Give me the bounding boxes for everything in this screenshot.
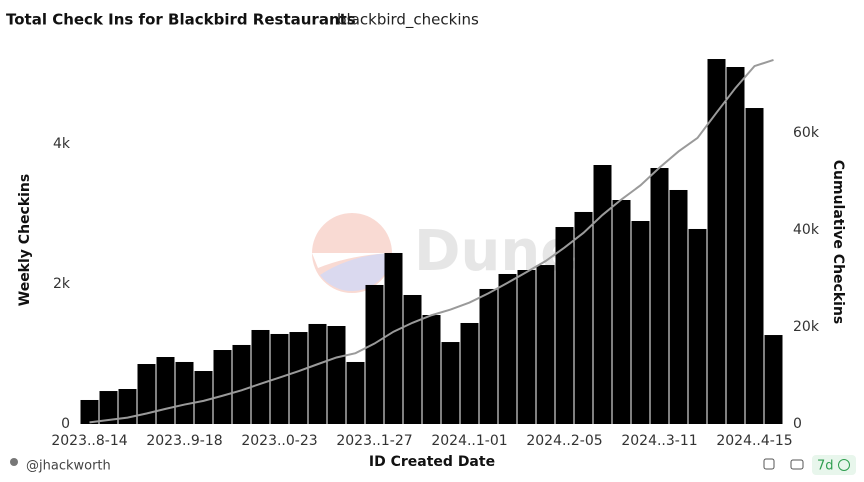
- bar: [517, 270, 536, 424]
- y2-tick-label: 60k: [793, 125, 820, 141]
- logo-bottom: [320, 253, 392, 292]
- bar: [118, 389, 137, 424]
- bar: [270, 333, 289, 424]
- cumulative-line: [89, 58, 774, 424]
- bar: [99, 391, 118, 424]
- bar: [479, 288, 498, 424]
- bar: [384, 252, 403, 424]
- bar: [707, 59, 726, 425]
- refresh-icon: [838, 459, 850, 471]
- bar: [745, 108, 764, 425]
- bar: [764, 335, 783, 424]
- camera-icon[interactable]: [790, 459, 804, 470]
- bar: [327, 326, 346, 424]
- bar: [536, 265, 555, 424]
- bar: [498, 273, 517, 424]
- footer: @jhackworth 7d: [10, 455, 856, 475]
- bar: [460, 322, 479, 424]
- bar: [669, 189, 688, 424]
- y2-tick-label: 40k: [793, 222, 820, 238]
- x-tick-label: 2024..3-11: [621, 433, 697, 449]
- bar: [403, 294, 422, 424]
- y-axis-label: Weekly Checkins: [17, 174, 33, 307]
- bar: [232, 344, 251, 424]
- bar: [137, 364, 156, 424]
- author: @jhackworth: [26, 459, 111, 474]
- x-tick-label: 2024..2-05: [526, 433, 602, 449]
- bar: [422, 315, 441, 424]
- x-axis-label: ID Created Date: [369, 454, 495, 470]
- author-icon: [10, 458, 18, 466]
- chart-title: Total Check Ins for Blackbird Restaurant…: [6, 11, 356, 29]
- bar: [574, 211, 593, 424]
- x-tick-label: 2024..1-01: [431, 433, 507, 449]
- bar: [688, 228, 707, 424]
- bar: [346, 361, 365, 424]
- x-tick-label: 2023..9-18: [146, 433, 222, 449]
- bar: [631, 221, 650, 424]
- refresh-label: 7d: [817, 459, 834, 474]
- x-tick-label: 2023..0-23: [241, 433, 317, 449]
- y2-tick-label: 0: [793, 416, 802, 432]
- y-tick-label: 4k: [53, 136, 71, 152]
- x-tick-label: 2023..1-27: [336, 433, 412, 449]
- bar: [80, 399, 99, 424]
- share-icon[interactable]: [763, 458, 775, 470]
- watermark: Dune: [312, 213, 578, 293]
- y2-axis-label: Cumulative Checkins: [830, 160, 846, 324]
- bar: [593, 165, 612, 424]
- bar: [441, 342, 460, 424]
- y-tick-label: 2k: [53, 276, 71, 292]
- logo-top: [312, 213, 392, 253]
- bar: [289, 332, 308, 424]
- bar: [308, 323, 327, 424]
- chart-subtitle: blackbird_checkins: [337, 11, 479, 30]
- bar: [726, 67, 745, 424]
- bar: [194, 371, 213, 424]
- bar: [365, 284, 384, 424]
- y-tick-label: 0: [61, 416, 70, 432]
- bar: [156, 357, 175, 424]
- x-tick-label: 2023..8-14: [51, 433, 127, 449]
- bar: [650, 168, 669, 424]
- y2-tick-label: 20k: [793, 319, 820, 335]
- bar: [213, 350, 232, 424]
- x-tick-label: 2024..4-15: [716, 433, 792, 449]
- bar: [175, 361, 194, 424]
- bar: [555, 227, 574, 424]
- bar: [251, 329, 270, 424]
- bar: [612, 200, 631, 424]
